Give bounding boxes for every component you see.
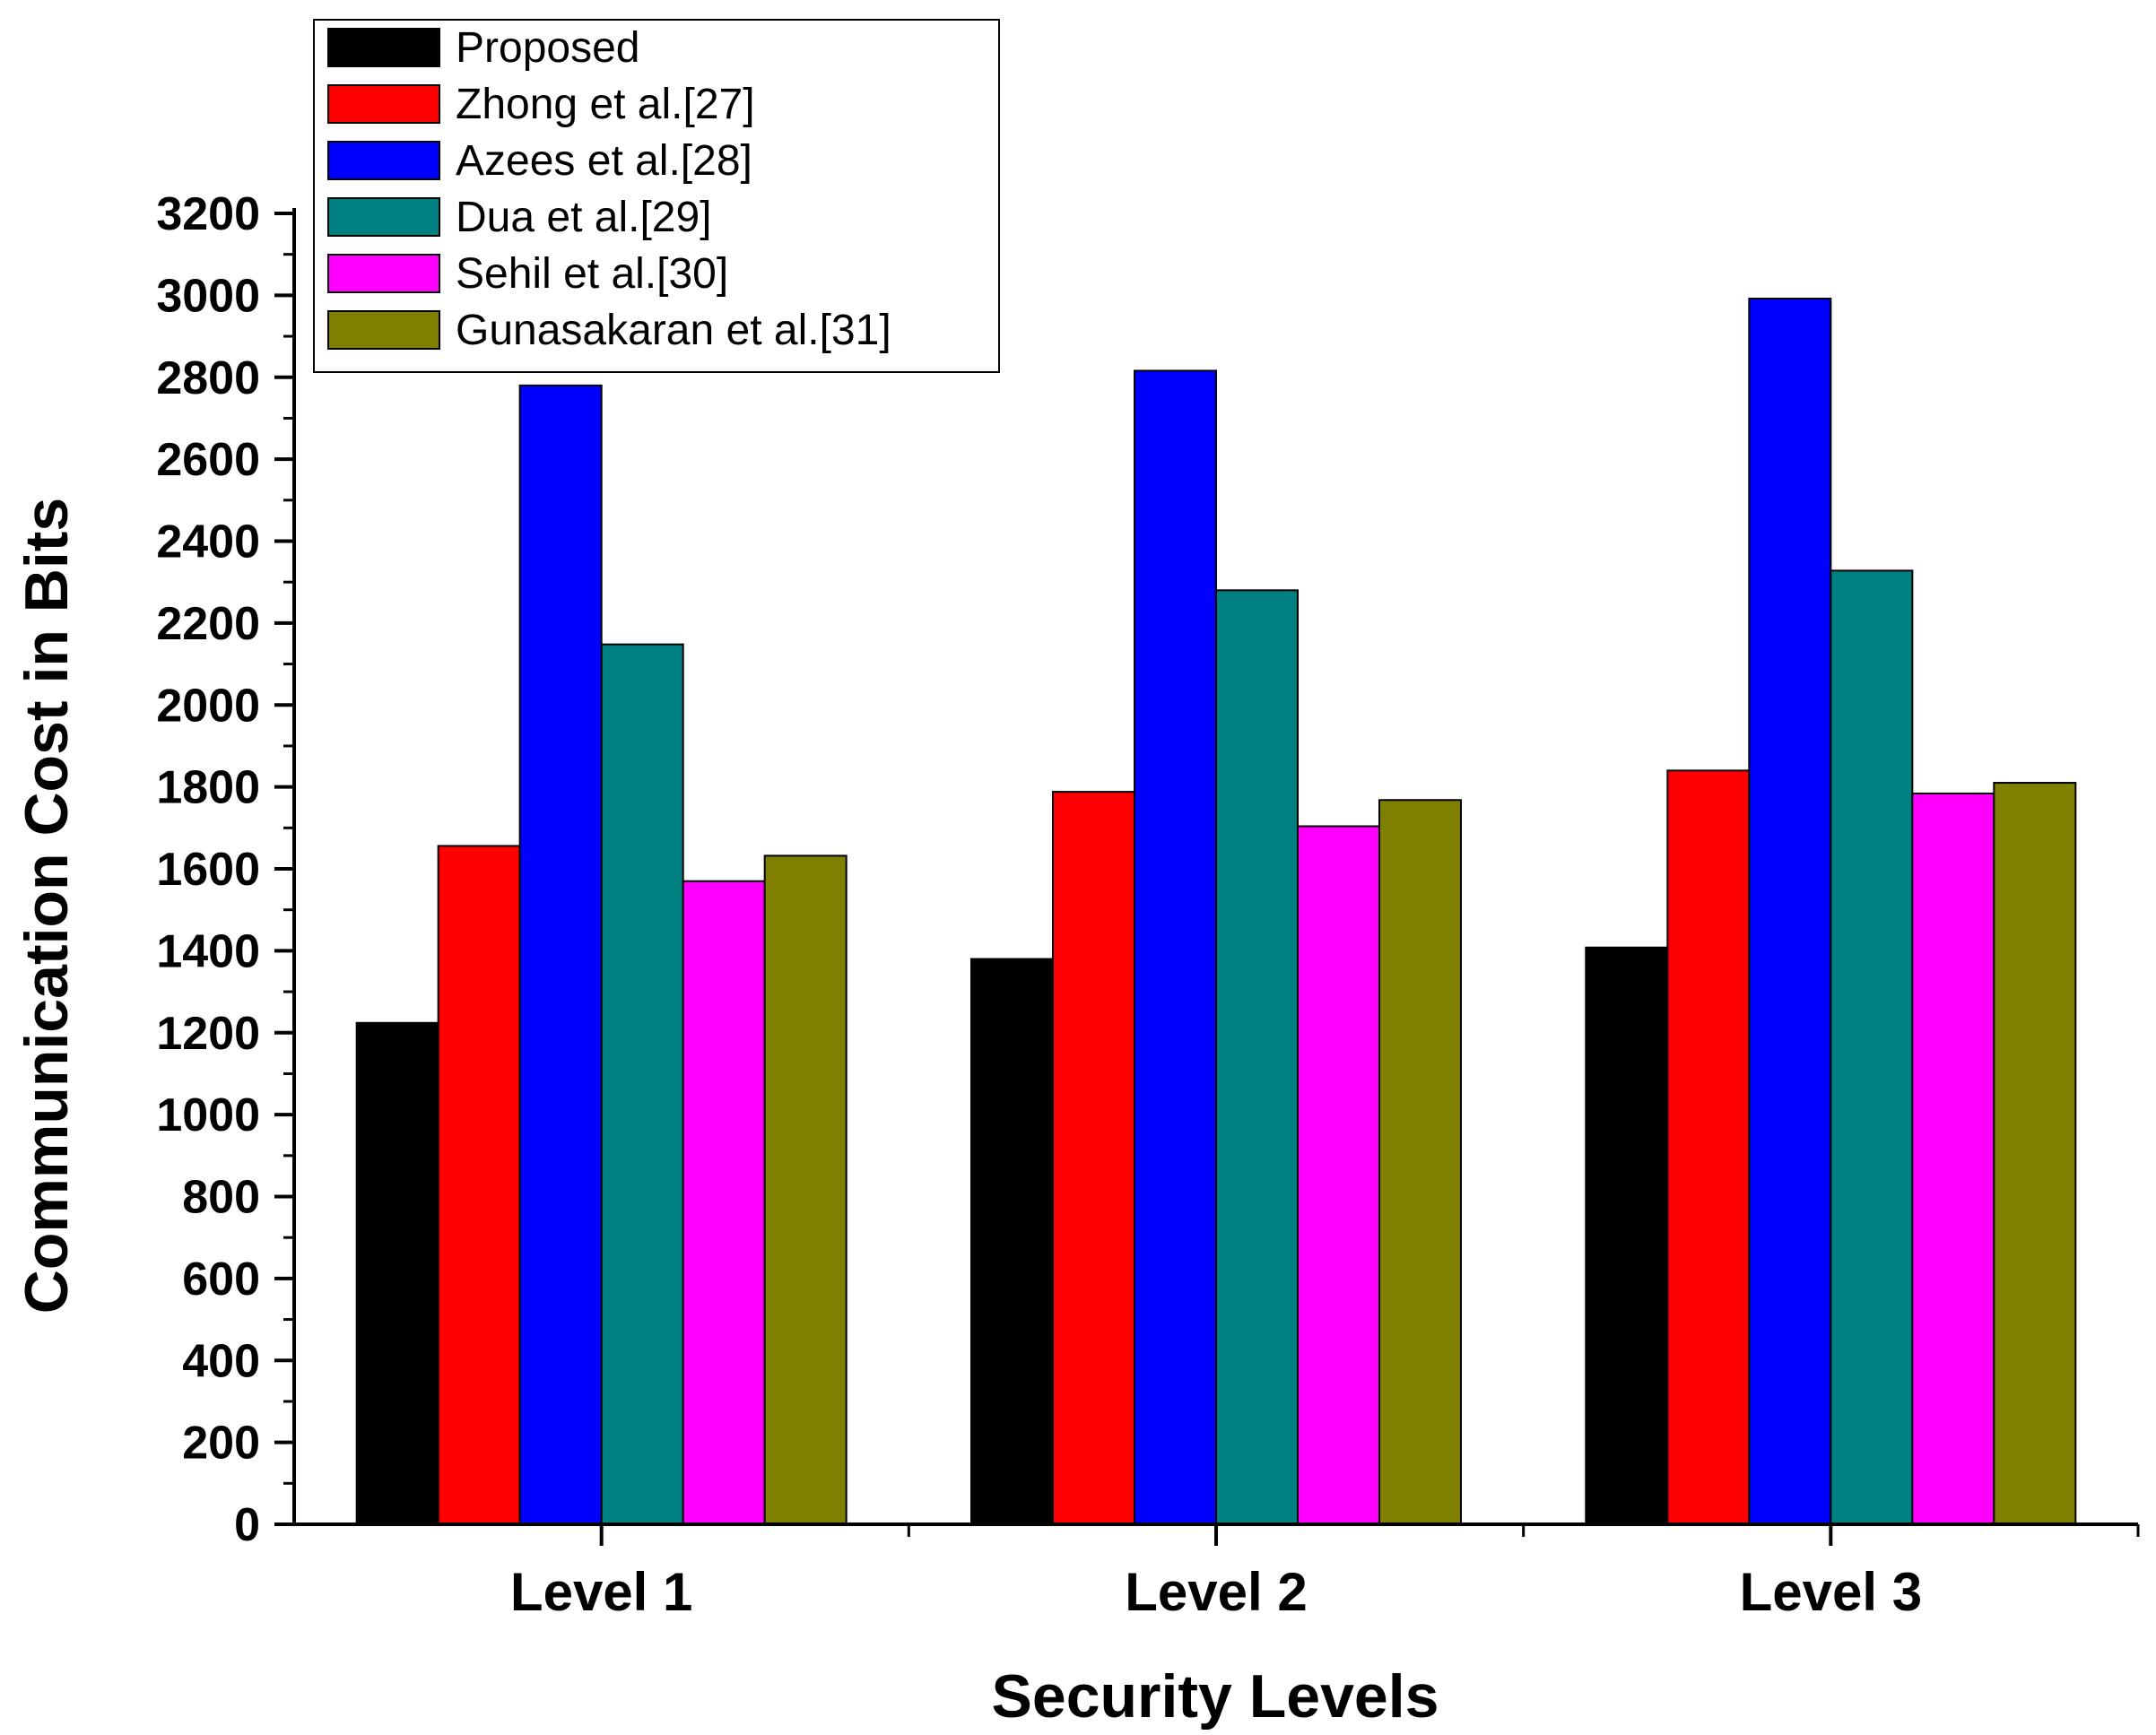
y-tick-label: 2400 xyxy=(156,516,260,568)
legend-swatch xyxy=(327,141,440,180)
axes-layer: 0 200 400 600 800 1000 1200 1400 1600 1800 2000 220… xyxy=(156,188,2140,1622)
y-tick-label: 800 xyxy=(182,1172,260,1224)
bar-5-2 xyxy=(1297,825,1380,1525)
bar-6-3 xyxy=(1993,782,2077,1525)
bar-4-2 xyxy=(1215,589,1299,1526)
bar-5-1 xyxy=(682,880,766,1525)
y-tick-label: 0 xyxy=(234,1499,260,1551)
bar-3-1 xyxy=(518,384,603,1526)
y-tick-label: 3200 xyxy=(156,188,260,240)
y-axis-title: Communication Cost in Bits xyxy=(13,498,81,1314)
bar-6-1 xyxy=(763,854,848,1525)
x-tick-label: Level 2 xyxy=(1125,1562,1307,1622)
legend-label: Sehil et al.[30] xyxy=(456,250,728,298)
bar-3-3 xyxy=(1748,298,1832,1525)
legend-label: Proposed xyxy=(456,24,639,72)
legend: Proposed Zhong et al.[27] Azees et al.[28]… xyxy=(313,19,1000,373)
y-tick-label: 3000 xyxy=(156,270,260,322)
legend-swatch xyxy=(327,197,440,237)
y-tick-label: 600 xyxy=(182,1254,260,1306)
y-tick-label: 1200 xyxy=(156,1008,260,1060)
bar-2-3 xyxy=(1666,769,1751,1525)
legend-swatch xyxy=(327,84,440,124)
bar-6-2 xyxy=(1378,799,1462,1525)
y-tick-label: 1800 xyxy=(156,762,260,814)
y-tick-label: 1600 xyxy=(156,844,260,896)
y-tick-label: 1400 xyxy=(156,925,260,977)
bar-4-1 xyxy=(600,643,684,1525)
legend-label: Dua et al.[29] xyxy=(456,194,712,241)
y-tick-label: 1000 xyxy=(156,1089,260,1141)
x-tick-label: Level 3 xyxy=(1740,1562,1922,1622)
legend-swatch xyxy=(327,310,440,350)
bar-5-3 xyxy=(1911,792,1995,1525)
legend-swatch xyxy=(327,28,440,67)
bar-3-2 xyxy=(1134,369,1217,1526)
bars-layer xyxy=(355,298,2077,1526)
bar-1-1 xyxy=(355,1021,439,1526)
y-tick-label: 200 xyxy=(182,1418,260,1470)
legend-label: Gunasakaran et al.[31] xyxy=(456,307,891,354)
bar-2-1 xyxy=(437,845,521,1525)
y-tick-label: 400 xyxy=(182,1335,260,1387)
y-tick-label: 2600 xyxy=(156,434,260,486)
x-axis-title: Security Levels xyxy=(992,1662,1439,1731)
legend-label: Zhong et al.[27] xyxy=(456,81,755,128)
bar-2-2 xyxy=(1052,791,1135,1525)
y-tick-label: 2000 xyxy=(156,680,260,732)
x-tick-label: Level 1 xyxy=(510,1562,692,1622)
bar-1-3 xyxy=(1585,946,1669,1525)
bar-1-2 xyxy=(970,958,1054,1525)
legend-label: Azees et al.[28] xyxy=(456,137,752,185)
y-tick-label: 2800 xyxy=(156,352,260,404)
bar-4-3 xyxy=(1830,569,1914,1525)
y-tick-label: 2200 xyxy=(156,598,260,650)
legend-swatch xyxy=(327,254,440,293)
